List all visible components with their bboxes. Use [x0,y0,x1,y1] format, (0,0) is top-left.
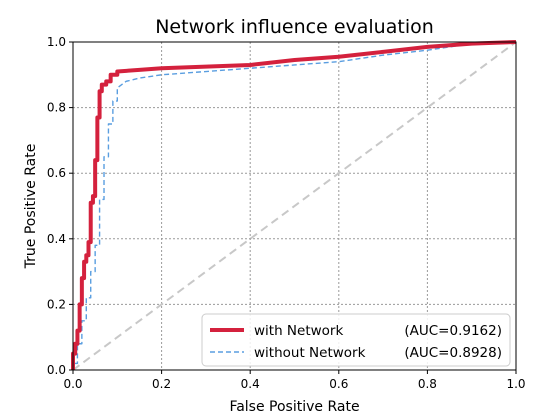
legend-label: without Network [254,345,366,361]
x-tick-label: 0.4 [241,377,260,391]
chance-diagonal-line [72,41,517,371]
series-without-network-line [72,41,517,370]
y-axis-label: True Positive Rate [23,144,39,270]
x-tick-label: 0.0 [63,377,82,391]
series-layer [71,40,517,371]
y-tick-label: 0.6 [47,166,66,180]
y-tick-label: 1.0 [47,35,66,49]
legend-auc-label: (AUC=0.8928) [404,345,502,361]
series-with-network-line [71,40,517,370]
legend: with Network (AUC=0.9162) without Network (… [201,313,511,367]
x-tick-label: 0.2 [152,377,171,391]
y-tick-label: 0.8 [47,101,66,115]
x-tick-label: 0.6 [329,377,348,391]
x-axis-label: False Positive Rate [229,399,359,415]
y-tick-label: 0.2 [47,297,66,311]
legend-box [201,313,511,367]
plot-frame [72,41,517,371]
y-tick-label: 0.4 [47,232,66,246]
x-tick-label: 1.0 [506,377,525,391]
chart-title: Network influence evaluation [155,16,434,38]
axis-ticks: 0.0 0.2 0.4 0.6 0.8 1.0 0.0 0.2 0.4 0.6 0.8 1.0 [47,35,526,391]
legend-auc-label: (AUC=0.9162) [404,323,502,339]
y-tick-label: 0.0 [47,363,66,377]
x-tick-label: 0.8 [418,377,437,391]
legend-label: with Network [254,323,343,339]
